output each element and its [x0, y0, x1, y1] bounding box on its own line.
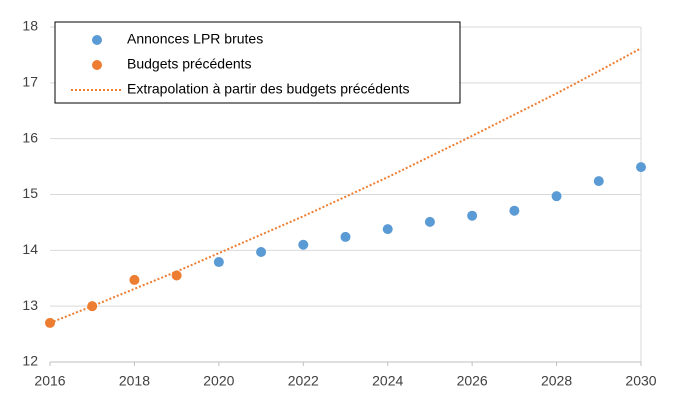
legend: Annonces LPR brutes Budgets précédents Ext… — [54, 21, 461, 104]
point — [551, 191, 562, 202]
point — [382, 224, 393, 235]
legend-label: Annonces LPR brutes — [127, 31, 263, 47]
x-tick-label: 2026 — [457, 373, 488, 389]
x-tick-label: 2028 — [541, 373, 572, 389]
x-tick-label: 2018 — [119, 373, 150, 389]
legend-swatch — [92, 35, 102, 45]
point — [340, 231, 351, 242]
y-tick-label: 14 — [22, 241, 38, 257]
point — [213, 257, 224, 268]
point — [424, 216, 435, 227]
point — [593, 176, 604, 187]
point — [87, 301, 98, 312]
point — [509, 205, 520, 216]
point — [129, 274, 140, 285]
point — [256, 247, 267, 258]
y-tick-label: 17 — [22, 74, 38, 90]
x-tick-label: 2030 — [625, 373, 656, 389]
point — [467, 210, 478, 221]
x-tick-label: 2020 — [203, 373, 234, 389]
legend-label: Extrapolation à partir des budgets précé… — [127, 81, 410, 97]
y-tick-label: 13 — [22, 297, 38, 313]
point — [45, 317, 55, 328]
legend-swatch — [92, 60, 102, 70]
legend-label: Budgets précédents — [127, 56, 252, 72]
x-tick-label: 2022 — [288, 373, 319, 389]
y-tick-label: 16 — [22, 129, 38, 145]
point — [298, 239, 309, 250]
legend-box — [54, 21, 461, 104]
y-tick-label: 18 — [22, 18, 38, 34]
x-tick-label: 2016 — [34, 373, 65, 389]
trend-line — [49, 47, 642, 324]
y-tick-label: 15 — [22, 185, 38, 201]
point — [171, 270, 182, 281]
point — [636, 162, 646, 173]
y-tick-label: 12 — [22, 353, 38, 369]
x-tick-label: 2024 — [372, 373, 403, 389]
